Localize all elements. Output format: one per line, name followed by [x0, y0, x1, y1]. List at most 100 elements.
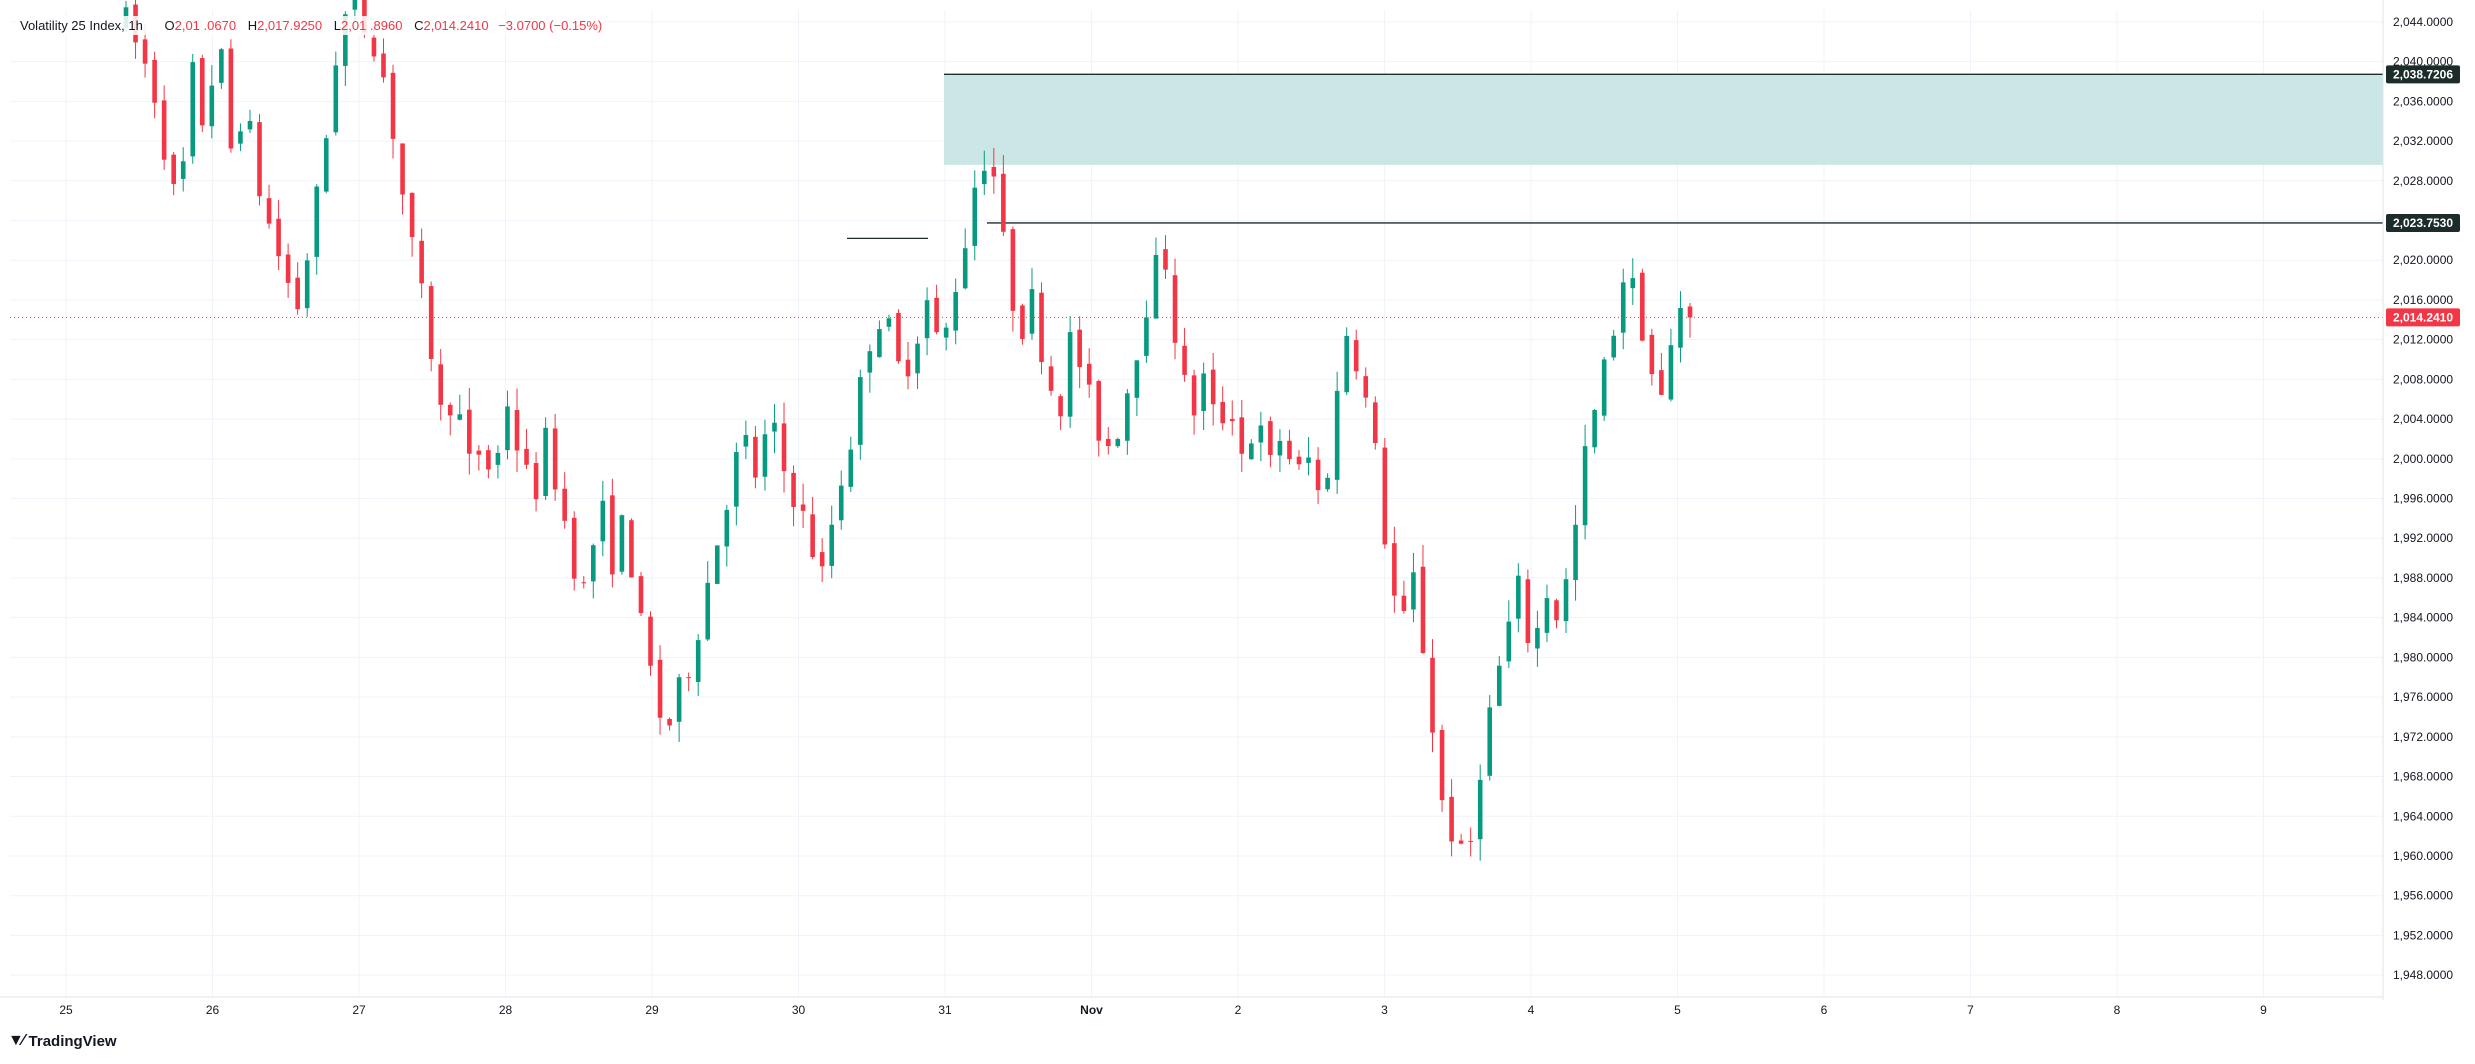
candle-body — [1277, 440, 1283, 456]
y-tick-label: 1,968.0000 — [2393, 770, 2453, 784]
candle-body — [1086, 363, 1092, 385]
candle-body — [1077, 329, 1082, 368]
candle-body — [476, 450, 482, 455]
candle-body — [1392, 543, 1397, 596]
candle-body — [400, 143, 405, 195]
candle-body — [1372, 402, 1378, 444]
candle-body — [1449, 796, 1454, 842]
last-price-tag-bg — [2386, 308, 2460, 327]
candle-body — [1525, 579, 1531, 644]
y-tick-label: 2,036.0000 — [2393, 94, 2453, 108]
candle-body — [1296, 456, 1302, 465]
candle-body — [180, 161, 186, 179]
candle-body — [800, 504, 806, 511]
candle-body — [543, 427, 548, 496]
candle-body — [1516, 575, 1521, 619]
candle-body — [1573, 524, 1578, 581]
candle-body — [676, 677, 682, 722]
candle-body — [1182, 345, 1187, 375]
candle-body — [1134, 360, 1140, 398]
open-value: 2,01 .0670 — [174, 18, 237, 33]
candle-body — [1563, 579, 1569, 622]
x-tick-label: 25 — [59, 1003, 73, 1017]
candle-body — [1268, 421, 1273, 455]
candle-body — [1611, 335, 1617, 358]
candle-body — [495, 452, 501, 465]
candle-body — [199, 58, 205, 126]
candle-body — [1363, 376, 1369, 398]
candle-body — [1239, 417, 1245, 454]
x-tick-label: 4 — [1528, 1003, 1535, 1017]
y-tick-label: 2,028.0000 — [2393, 174, 2453, 188]
supply-zone-price-tag: 2,038.7206 — [2393, 67, 2453, 81]
candle-body — [1344, 336, 1349, 393]
candle-body — [753, 436, 758, 478]
candle-body — [352, 0, 358, 10]
tradingview-brand[interactable]: ▼⁄ TradingView — [8, 1032, 117, 1050]
candle-body — [991, 166, 997, 177]
x-tick-label: 30 — [792, 1003, 806, 1017]
candle-body — [829, 524, 835, 566]
candle-body — [171, 154, 176, 184]
candle-body — [505, 406, 510, 451]
candle-body — [1210, 369, 1216, 405]
candle-body — [1678, 308, 1683, 348]
candle-body — [1010, 229, 1016, 311]
candle-body — [533, 463, 539, 500]
candle-body — [438, 364, 444, 405]
candle-body — [1001, 173, 1006, 232]
candle-body — [610, 495, 615, 575]
candle-body — [743, 435, 749, 447]
y-tick-label: 1,964.0000 — [2393, 809, 2453, 823]
y-tick-label: 1,996.0000 — [2393, 492, 2453, 506]
x-tick-label: 9 — [2260, 1003, 2267, 1017]
candle-body — [1601, 359, 1607, 416]
candle-body — [1468, 840, 1473, 842]
candle-body — [590, 545, 596, 582]
x-tick-label: 29 — [645, 1003, 659, 1017]
candle-body — [486, 450, 491, 470]
candle-body — [924, 300, 930, 339]
candle-body — [238, 131, 243, 144]
candle-body — [276, 218, 281, 257]
y-tick-label: 1,960.0000 — [2393, 849, 2453, 863]
candle-body — [781, 423, 787, 472]
candle-body — [1649, 334, 1655, 375]
candle-body — [1334, 390, 1340, 480]
candle-body — [629, 520, 634, 578]
candle-body — [1058, 396, 1063, 417]
candle-body — [905, 359, 911, 377]
symbol-title[interactable]: Volatility 25 Index, 1h — [20, 18, 143, 33]
candle-body — [1430, 657, 1435, 733]
candle-body — [1382, 447, 1388, 545]
x-tick-label: 2 — [1235, 1003, 1242, 1017]
y-tick-label: 2,040.0000 — [2393, 55, 2453, 69]
candle-body — [1096, 381, 1102, 441]
y-tick-label: 2,000.0000 — [2393, 452, 2453, 466]
last-price-tag: 2,014.2410 — [2393, 310, 2453, 324]
resistance-price-tag-bg — [2386, 213, 2460, 232]
candle-body — [1630, 278, 1636, 289]
candle-body — [343, 14, 348, 66]
candle-body — [1353, 340, 1359, 372]
supply-zone-price-tag-bg — [2386, 65, 2460, 84]
candle-body — [1039, 292, 1044, 363]
candle-body — [1163, 249, 1168, 270]
y-tick-label: 1,980.0000 — [2393, 650, 2453, 664]
candle-body — [228, 48, 234, 149]
close-label: C — [414, 18, 424, 33]
candle-body — [1687, 306, 1693, 318]
candle-body — [381, 53, 386, 78]
y-tick-label: 1,984.0000 — [2393, 611, 2453, 625]
candle-body — [323, 138, 329, 192]
candle-body — [467, 409, 472, 454]
candle-body — [1458, 840, 1464, 844]
y-tick-label: 1,976.0000 — [2393, 690, 2453, 704]
candle-body — [390, 72, 396, 139]
candle-body — [190, 62, 196, 157]
candle-body — [772, 422, 777, 432]
y-tick-label: 1,988.0000 — [2393, 571, 2453, 585]
brand-name: TradingView — [28, 1032, 117, 1050]
